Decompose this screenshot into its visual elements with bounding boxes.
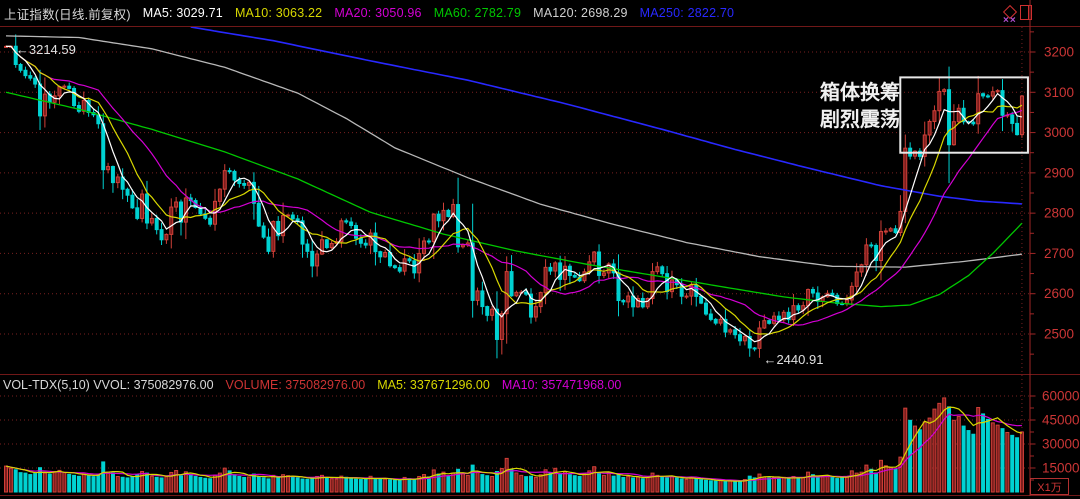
volume-axis-label: 30000 [1042,437,1080,452]
window-restore-icon[interactable] [1020,5,1032,20]
low-price-label: ←2440.91 [763,351,824,367]
price-axis-label: 3000 [1044,125,1074,140]
price-axis-label: 2800 [1044,206,1074,221]
vma5-line [5,406,1023,482]
ma60-readout[interactable]: MA60: 2782.79 [433,6,522,20]
volume-gridlines [0,395,1030,469]
volume-unit-label: X1万 [1030,478,1069,495]
price-axis-label: 3100 [1044,85,1074,100]
price-axis-label: 2500 [1044,327,1074,342]
price-axis-label: 3200 [1044,45,1074,60]
volume-axis-label: 45000 [1042,413,1080,428]
volume-bars-layer [4,397,1024,493]
volume-header-bar: VOL-TDX(5,10) VVOL: 375082976.00 VOLUME:… [3,377,621,392]
annotation-line-2: 剧烈震荡 [820,109,900,131]
double-cross-icon[interactable]: ×× [1003,15,1017,26]
ma20-readout[interactable]: MA20: 3050.96 [334,6,422,20]
volume-axis-label: 60000 [1042,389,1080,404]
volume-axis: 60000 45000 30000 15000 [1030,389,1080,481]
ma20-line [5,45,1023,326]
ma60-line [5,91,1023,308]
price-header-bar: 上证指数(日线.前复权) MA5: 3029.71 MA10: 3063.22 … [4,4,734,22]
volume-ma10-readout: MA10: 357471968.00 [501,377,622,392]
annotation-line-1: 箱体换筹 [820,82,900,104]
ma5-line [5,45,1023,343]
price-axis-label: 2700 [1044,246,1074,261]
annotation-box [899,76,1029,154]
chart-title: 上证指数(日线.前复权) [4,7,131,22]
vvol-readout: VOL-TDX(5,10) VVOL: 375082976.00 [3,377,214,392]
high-price-label: ←3214.59 [15,42,76,58]
price-axis: 3200 3100 3000 2900 2800 2700 2600 2500 [1030,31,1074,355]
price-axis-label: 2600 [1044,286,1074,301]
arrow-left-icon: ← [15,42,29,58]
volume-axis-label: 15000 [1042,461,1080,476]
arrow-left-icon: ← [763,351,777,367]
volume-ma5-readout: MA5: 337671296.00 [377,377,490,392]
annotation-text: 箱体换筹 剧烈震荡 [804,80,900,134]
ma120-line [5,35,1022,268]
ma250-readout[interactable]: MA250: 2822.70 [639,6,735,20]
ma10-readout[interactable]: MA10: 3063.22 [234,6,323,20]
volume-readout: VOLUME: 375082976.00 [225,377,366,392]
ma5-readout[interactable]: MA5: 3029.71 [142,6,223,20]
ma250-line [190,26,1022,205]
ma120-readout[interactable]: MA120: 2698.29 [533,6,628,20]
price-axis-label: 2900 [1044,165,1074,180]
ma10-line [5,45,1023,335]
